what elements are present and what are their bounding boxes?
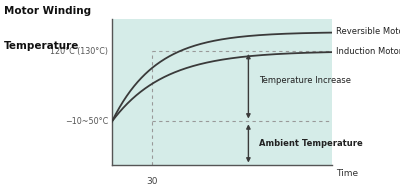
Text: Temperature Increase: Temperature Increase [260,76,352,85]
Text: Time: Time [336,169,358,178]
Text: Temperature: Temperature [4,41,79,51]
Text: Ambient Temperature: Ambient Temperature [260,139,363,148]
Text: Reversible Motor: Reversible Motor [336,27,400,36]
Text: 30: 30 [146,177,157,186]
Text: −10~50°C: −10~50°C [65,117,108,126]
Text: Motor Winding: Motor Winding [4,6,91,16]
Text: 120°C (130°C): 120°C (130°C) [50,47,108,56]
Text: Induction Motor: Induction Motor [336,47,400,56]
